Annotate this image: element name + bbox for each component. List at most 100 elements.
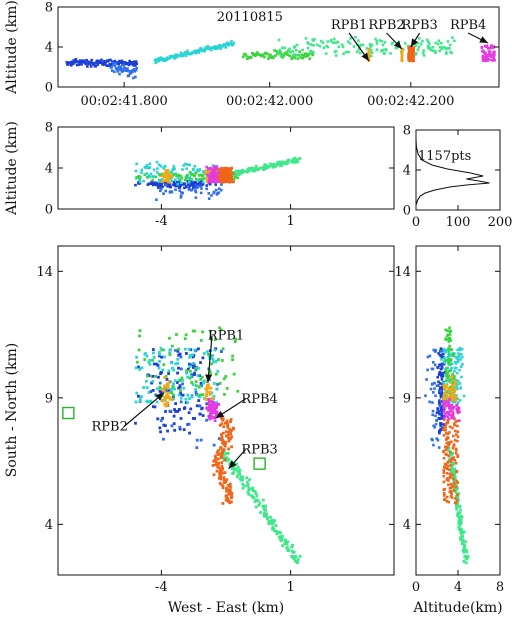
- plan-point: [145, 386, 149, 389]
- alt-north-point: [455, 433, 458, 436]
- ew-alt-point: [220, 180, 224, 184]
- alt-north-point: [444, 400, 448, 403]
- time-point: [416, 41, 420, 45]
- ew-alt-point: [184, 162, 187, 166]
- time-point: [267, 57, 270, 60]
- time-point: [96, 63, 99, 67]
- plan-point: [159, 419, 163, 423]
- time-panel-points: [65, 35, 496, 80]
- plan-point: [227, 436, 231, 440]
- ew-alt-point: [199, 191, 203, 195]
- plan-point: [172, 382, 175, 386]
- time-point: [449, 50, 452, 54]
- alt-north-point: [455, 419, 459, 423]
- plan-point: [198, 393, 202, 397]
- alt-north-point: [447, 479, 450, 482]
- ew-alt-point: [223, 166, 226, 170]
- time-point: [262, 53, 265, 56]
- alt-north-point: [446, 415, 450, 419]
- plan-point: [197, 347, 200, 351]
- alt-north-point: [445, 379, 449, 383]
- alt-north-point: [442, 397, 445, 401]
- ew-alt-point: [296, 158, 299, 162]
- plan-point: [194, 368, 198, 372]
- alt-north-point: [452, 405, 455, 409]
- plan-panel-annotation: RPB3: [241, 443, 277, 458]
- ew-alt-point: [214, 188, 218, 192]
- ew-alt-point: [221, 168, 225, 172]
- plan-point: [176, 349, 180, 353]
- plan-point: [212, 382, 216, 385]
- plan-point: [279, 531, 282, 535]
- plan-point: [230, 493, 234, 497]
- time-point: [100, 58, 103, 62]
- ew-alt-point: [213, 171, 217, 174]
- time-point: [369, 44, 372, 48]
- plan-point: [200, 407, 204, 411]
- time-point: [311, 53, 315, 57]
- time-point: [84, 62, 88, 66]
- alt-north-point: [449, 462, 453, 466]
- plan-point: [222, 448, 226, 452]
- plan-point: [218, 481, 222, 485]
- time-point: [434, 49, 437, 53]
- plan-point: [194, 388, 198, 392]
- alt-north-point: [454, 362, 458, 365]
- time-point: [400, 47, 404, 51]
- time-point: [422, 54, 426, 57]
- ew-alt-point: [178, 185, 182, 189]
- plan-point: [138, 367, 142, 371]
- plan-point: [172, 393, 175, 397]
- time-point: [488, 50, 492, 54]
- plan-panel-frame: [57, 245, 395, 576]
- ew-alt-point: [209, 169, 212, 172]
- ew-alt-point: [212, 177, 215, 181]
- alt-north-point: [460, 375, 463, 379]
- time-panel-annotation: RPB1: [331, 18, 367, 33]
- time-point: [250, 51, 254, 55]
- arrow-head: [228, 460, 237, 469]
- plan-point: [174, 410, 177, 413]
- time-point: [357, 48, 361, 51]
- ew-alt-point: [209, 175, 213, 179]
- plan-point: [215, 401, 219, 404]
- time-point: [75, 60, 78, 64]
- alt-north-point: [442, 456, 446, 460]
- plan-point: [162, 437, 165, 441]
- plan-point: [183, 337, 187, 341]
- plan-point: [291, 555, 295, 559]
- plan-point: [263, 511, 267, 515]
- ew-alt-point: [179, 196, 183, 199]
- time-point: [484, 54, 488, 58]
- ew-alt-point: [232, 177, 236, 181]
- y-tick-label: 4: [45, 41, 53, 56]
- ew-alt-point: [198, 178, 202, 181]
- ew-alt-point: [166, 180, 170, 183]
- ew-alt-point: [191, 181, 195, 184]
- arrow-head: [155, 392, 164, 401]
- alt-north-point: [445, 404, 449, 407]
- ew-alt-point: [164, 183, 168, 187]
- alt-north-point: [442, 395, 446, 398]
- ew-alt-point: [232, 172, 235, 175]
- ew-alt-point: [230, 177, 234, 180]
- plan-point: [212, 394, 216, 398]
- ew-alt-point: [168, 181, 172, 184]
- ew-alt-point: [176, 182, 180, 186]
- time-point: [310, 50, 313, 54]
- time-point: [483, 58, 486, 61]
- ew-alt-point: [137, 181, 140, 184]
- plan-point: [188, 369, 192, 373]
- alt-north-point: [440, 378, 444, 381]
- time-point: [281, 56, 284, 59]
- ew-alt-point: [239, 170, 243, 174]
- plan-point: [208, 404, 211, 408]
- alt-north-point: [434, 422, 438, 426]
- ew-alt-point: [168, 177, 172, 181]
- plan-point: [221, 450, 225, 454]
- alt-north-point: [438, 353, 442, 357]
- plan-point: [191, 383, 195, 386]
- plan-point: [241, 486, 245, 490]
- alt-north-point: [445, 472, 449, 475]
- time-point: [451, 36, 454, 39]
